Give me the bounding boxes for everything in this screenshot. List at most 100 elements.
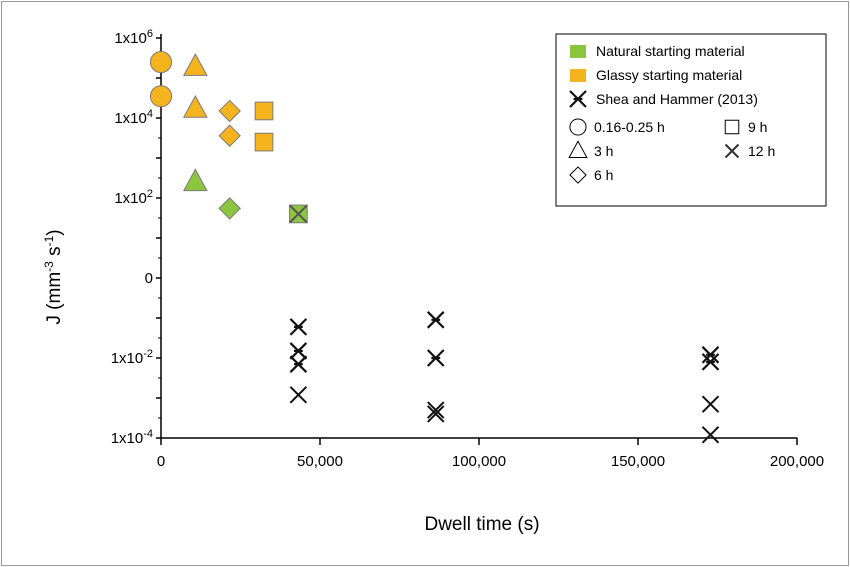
data-point	[701, 346, 720, 364]
data-point-marker	[218, 197, 241, 220]
x-tick-label: 200,000	[770, 453, 824, 470]
legend-diamond-icon	[569, 166, 587, 184]
legend-label: 0.16-0.25 h	[594, 119, 665, 135]
data-point	[218, 124, 241, 147]
data-point-marker	[289, 342, 308, 360]
data-point	[289, 204, 308, 224]
y-tick-label-exponent: 4	[147, 108, 153, 120]
data-point	[182, 94, 208, 118]
data-point-marker	[149, 85, 173, 108]
legend-entry: 3 h	[568, 140, 613, 159]
legend-entry: Shea and Hammer (2013)	[569, 90, 758, 108]
y-tick-label-base: 1x10	[114, 110, 147, 127]
y-tick-label-exponent: -2	[143, 348, 153, 360]
data-point	[427, 401, 445, 419]
y-tick-label-base: 1x10	[111, 350, 144, 367]
data-points	[149, 51, 720, 444]
x-tick-label: 50,000	[297, 453, 343, 470]
data-point	[701, 426, 720, 444]
data-point-marker	[218, 124, 241, 147]
legend-label: 12 h	[748, 143, 775, 159]
data-point-marker	[701, 426, 720, 444]
data-point-marker	[218, 99, 241, 123]
data-point	[289, 355, 308, 373]
y-tick-label-base: 1x10	[114, 30, 147, 47]
legend-entry: 12 h	[724, 143, 775, 159]
data-point-marker	[289, 355, 308, 373]
y-axis-title-sup2: -1	[42, 235, 56, 246]
x-tick-label: 0	[157, 453, 165, 470]
legend-swatch	[570, 69, 586, 82]
legend-label: Natural starting material	[596, 43, 745, 59]
legend-label: 9 h	[748, 119, 767, 135]
data-point-marker	[426, 349, 445, 367]
y-tick-label: 1x102	[114, 188, 153, 207]
y-axis-title: J (mm-3 s-1)	[42, 229, 65, 324]
legend-label: Glassy starting material	[596, 67, 742, 83]
data-point-marker	[254, 132, 274, 152]
x-axis-ticks: 0 50,000 100,000 150,000 200,000	[157, 438, 824, 470]
y-axis-title-base: J (mm	[44, 272, 65, 325]
y-axis-title-mid: s	[44, 246, 65, 261]
legend: Natural starting material Glassy starting…	[555, 33, 827, 207]
y-axis-title-end: )	[44, 229, 65, 235]
data-point	[218, 99, 241, 123]
data-point	[426, 349, 445, 367]
legend-circle-icon	[569, 118, 587, 136]
y-tick-label: 1x10-4	[111, 428, 153, 447]
data-point	[218, 197, 241, 220]
data-point-marker	[427, 405, 445, 423]
data-point	[701, 395, 720, 413]
y-tick-label-base: 1x10	[114, 190, 147, 207]
y-tick-label: 1x10-2	[111, 348, 153, 367]
y-tick-label: 1x106	[114, 28, 153, 47]
y-tick-label-base: 1x10	[111, 430, 144, 447]
legend-label: Shea and Hammer (2013)	[596, 91, 758, 107]
data-point-marker	[289, 318, 308, 336]
data-point	[254, 132, 274, 152]
data-point-marker	[701, 353, 720, 371]
x-axis-title: Dwell time (s)	[424, 514, 539, 535]
legend-entry: Glassy starting material	[570, 67, 742, 83]
legend-triangle-icon	[568, 140, 588, 158]
x-tick-label: 150,000	[611, 453, 665, 470]
legend-label: 3 h	[594, 143, 613, 159]
y-tick-label-exponent: 6	[147, 28, 153, 40]
data-point-marker	[427, 401, 445, 419]
legend-box	[555, 33, 827, 207]
y-tick-label: 1x104	[114, 108, 153, 127]
legend-square-icon	[724, 119, 740, 135]
legend-asterisk-icon	[569, 90, 587, 108]
legend-entry: 9 h	[724, 119, 767, 135]
y-tick-label-exponent: -4	[143, 428, 153, 440]
data-point-marker	[289, 204, 308, 224]
data-point	[149, 85, 173, 108]
x-tick-label: 100,000	[452, 453, 506, 470]
legend-entry: 0.16-0.25 h	[569, 118, 665, 136]
legend-label: 6 h	[594, 167, 613, 183]
data-point	[427, 405, 445, 423]
data-point	[289, 342, 308, 360]
data-point-marker	[182, 168, 208, 192]
legend-entry: 6 h	[569, 166, 613, 184]
data-point	[149, 51, 173, 74]
data-point	[289, 386, 308, 404]
data-point-marker	[149, 51, 173, 74]
data-point-marker	[426, 311, 445, 329]
data-point	[426, 311, 445, 329]
data-point	[289, 318, 308, 336]
data-point	[182, 168, 208, 192]
data-point	[701, 353, 720, 371]
data-point-marker	[182, 94, 208, 118]
legend-x-icon	[724, 143, 740, 159]
data-point	[254, 101, 274, 121]
legend-entry: Natural starting material	[570, 43, 745, 59]
data-point-marker	[701, 395, 720, 413]
data-point-marker	[701, 346, 720, 364]
data-point-marker	[254, 101, 274, 121]
legend-swatch	[570, 45, 586, 58]
y-tick-label-exponent: 2	[147, 188, 153, 200]
y-tick-label: 0	[145, 270, 153, 287]
